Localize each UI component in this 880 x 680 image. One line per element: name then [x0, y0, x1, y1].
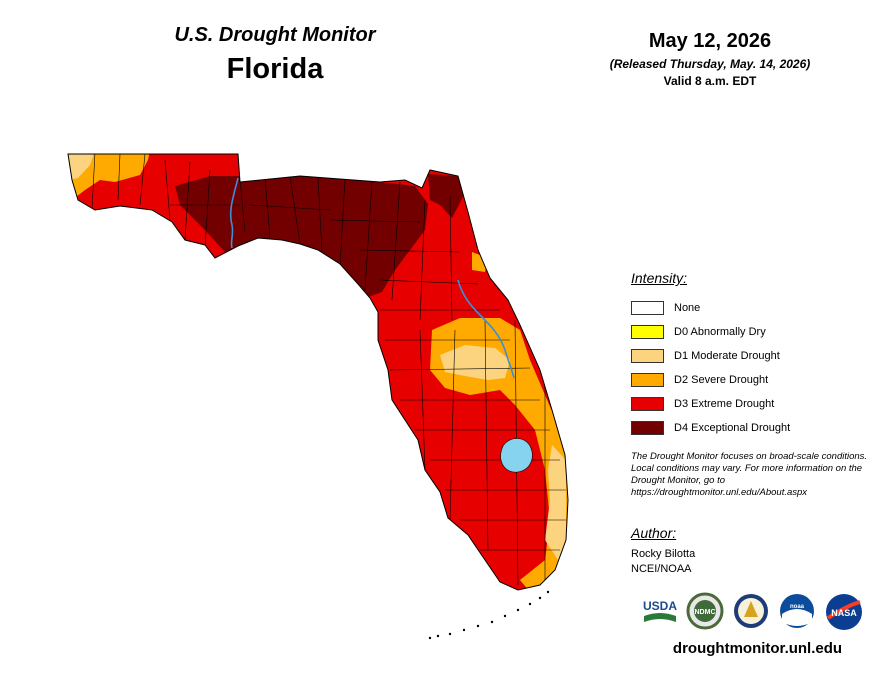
d4-northeast-area	[428, 174, 464, 218]
noaa-logo-text: noaa	[790, 604, 805, 610]
map-header-right: May 12, 2026 (Released Thursday, May. 14…	[585, 30, 835, 88]
legend-swatch	[631, 373, 664, 387]
legend-item: None	[631, 296, 871, 320]
valid-note: Valid 8 a.m. EDT	[663, 74, 757, 88]
nasa-logo: NASA	[826, 594, 862, 630]
disclaimer-note: The Drought Monitor focuses on broad-sca…	[631, 451, 868, 498]
legend-label: D0 Abnormally Dry	[674, 326, 766, 338]
noaa-logo: noaa	[780, 594, 814, 628]
legend-label: D1 Moderate Drought	[674, 350, 780, 362]
nasa-logo-text: NASA	[831, 608, 857, 618]
legend-item: D4 Exceptional Drought	[631, 416, 871, 440]
d4-exceptional-drought-area	[175, 176, 428, 300]
legend-swatch	[631, 301, 664, 315]
d1-southeast-coast	[545, 445, 566, 560]
lake-okeechobee	[500, 438, 533, 473]
author-block: Author: Rocky Bilotta NCEI/NOAA	[631, 525, 831, 577]
commerce-logo	[734, 594, 768, 628]
usda-logo-text: USDA	[643, 599, 677, 613]
author-name: Rocky Bilotta	[631, 548, 696, 560]
d1-moderate-drought-area	[440, 345, 510, 380]
map-header-left: U.S. Drought Monitor Florida	[130, 24, 420, 86]
website-url[interactable]: droughtmonitor.unl.edu	[672, 640, 843, 657]
legend-swatch	[631, 397, 664, 411]
author-org: NCEI/NOAA	[631, 563, 692, 575]
legend-item: D2 Severe Drought	[631, 368, 871, 392]
legend-label: None	[674, 302, 701, 314]
legend-items: None D0 Abnormally Dry D1 Moderate Drought…	[631, 296, 871, 440]
author-title: Author:	[631, 525, 677, 541]
map-title: Florida	[226, 53, 324, 85]
legend-swatch	[631, 349, 664, 363]
agency-logos: USDA NDMC noaa NASA	[640, 592, 870, 632]
legend-label: D4 Exceptional Drought	[674, 422, 791, 434]
florida-outline	[67, 153, 569, 591]
legend-title: Intensity:	[631, 270, 688, 286]
legend-item: D1 Moderate Drought	[631, 344, 871, 368]
legend-swatch	[631, 325, 664, 339]
legend-swatch	[631, 421, 664, 435]
legend: Intensity: None D0 Abnormally Dry D1 Moder…	[631, 270, 871, 440]
release-note: (Released Thursday, May. 14, 2026)	[609, 57, 811, 71]
legend-label: D2 Severe Drought	[674, 374, 769, 386]
usda-logo: USDA	[643, 599, 677, 622]
legend-label: D3 Extreme Drought	[674, 398, 775, 410]
apalachicola-river	[229, 177, 239, 249]
st-johns-river	[457, 279, 515, 379]
legend-item: D3 Extreme Drought	[631, 392, 871, 416]
map-date: May 12, 2026	[648, 30, 772, 52]
map-supertitle: U.S. Drought Monitor	[174, 24, 376, 46]
d2-severe-drought-area	[430, 318, 568, 590]
florida-keys	[428, 590, 550, 640]
ndmc-logo: NDMC	[686, 592, 724, 630]
legend-item: D0 Abnormally Dry	[631, 320, 871, 344]
ndmc-logo-text: NDMC	[695, 609, 716, 616]
